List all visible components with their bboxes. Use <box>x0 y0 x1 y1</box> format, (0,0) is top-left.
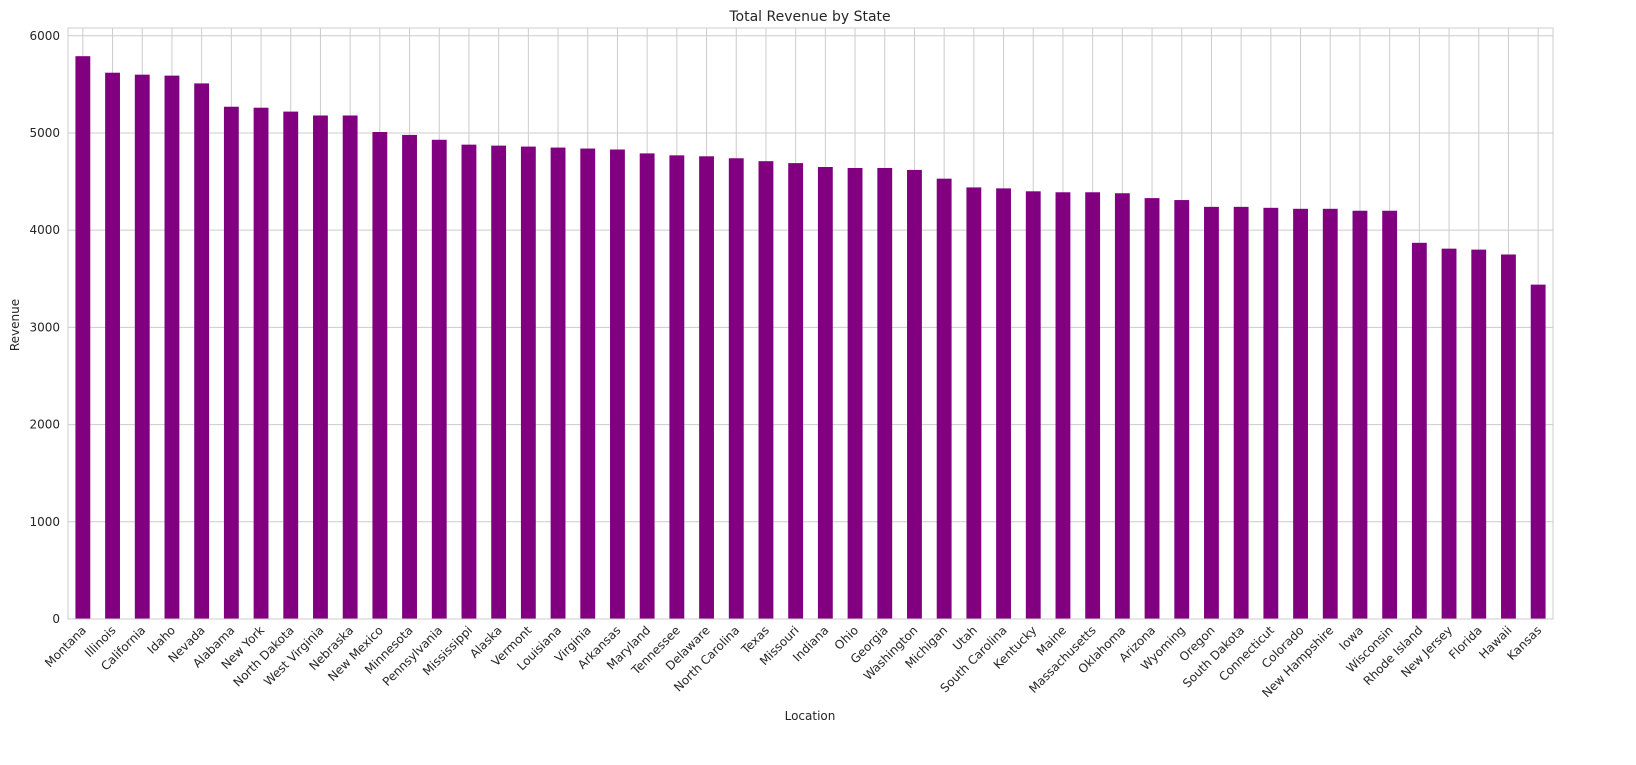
y-tick-label: 2000 <box>29 418 60 432</box>
bar-kentucky <box>1025 191 1041 620</box>
bar-new-hampshire <box>1322 208 1338 619</box>
x-axis-label: Location <box>785 709 836 723</box>
bar-missouri <box>788 163 804 620</box>
y-tick-label: 6000 <box>29 29 60 43</box>
bar-georgia <box>877 167 893 619</box>
bar-oregon <box>1204 206 1219 619</box>
bar-iowa <box>1352 210 1368 620</box>
bar-south-carolina <box>996 188 1011 619</box>
bar-illinois <box>105 72 120 620</box>
bar-florida <box>1471 249 1487 619</box>
bar-alabama <box>223 106 239 619</box>
y-tick-labels: 0 1000 2000 3000 4000 5000 6000 <box>29 29 60 626</box>
bar-texas <box>758 161 774 619</box>
bar-louisiana <box>550 147 566 619</box>
bar-kansas <box>1530 284 1546 619</box>
bar-alaska <box>491 145 507 620</box>
x-tick-label: Florida <box>1446 623 1485 662</box>
bar-nevada <box>194 83 210 619</box>
bar-tennessee <box>669 155 685 620</box>
bar-montana <box>75 56 91 619</box>
bar-colorado <box>1293 208 1308 619</box>
bar-connecticut <box>1263 207 1279 619</box>
y-tick-label: 4000 <box>29 223 60 237</box>
x-gridlines <box>82 28 1539 619</box>
bar-mississippi <box>461 144 477 620</box>
bar-massachusetts <box>1085 192 1101 620</box>
bar-wyoming <box>1174 200 1190 620</box>
bar-washington <box>907 169 922 619</box>
bar-arkansas <box>610 149 625 619</box>
plot-area-frame <box>67 27 1554 620</box>
bar-michigan <box>936 178 952 619</box>
y-tick-label: 1000 <box>29 515 60 529</box>
bar-delaware <box>699 156 714 619</box>
bar-south-dakota <box>1233 206 1249 619</box>
y-axis-label: Revenue <box>8 299 22 351</box>
bar-maryland <box>639 153 655 619</box>
bar-vermont <box>520 146 536 620</box>
bar-oklahoma <box>1114 193 1130 619</box>
bar-minnesota <box>402 134 417 619</box>
y-tick-label: 3000 <box>29 320 60 334</box>
bar-rhode-island <box>1411 242 1427 619</box>
bar-arizona <box>1144 198 1160 619</box>
bar-new-mexico <box>372 132 388 619</box>
bar-wisconsin <box>1382 210 1398 620</box>
bar-north-dakota <box>283 111 299 619</box>
bar-virginia <box>580 148 596 619</box>
x-tick-label: Montana <box>42 623 89 670</box>
bar-new-york <box>253 107 269 619</box>
bar-california <box>134 74 150 619</box>
bar-ohio <box>847 167 863 619</box>
chart-title: Total Revenue by State <box>728 9 890 25</box>
y-tick-label: 0 <box>52 612 60 626</box>
bar-idaho <box>164 75 180 619</box>
bar-maine <box>1055 192 1071 620</box>
x-tick-labels: MontanaIllinoisCaliforniaIdahoNevadaAlab… <box>42 623 1544 700</box>
bar-new-jersey <box>1441 248 1457 619</box>
bar-utah <box>966 187 982 619</box>
bar-indiana <box>817 167 833 619</box>
bar-nebraska <box>342 115 358 619</box>
bar-west-virginia <box>313 115 328 619</box>
y-tick-label: 5000 <box>29 126 60 140</box>
bar-pennsylvania <box>431 139 447 619</box>
bars <box>75 56 1546 620</box>
bar-hawaii <box>1501 254 1516 619</box>
bar-north-carolina <box>728 158 744 619</box>
